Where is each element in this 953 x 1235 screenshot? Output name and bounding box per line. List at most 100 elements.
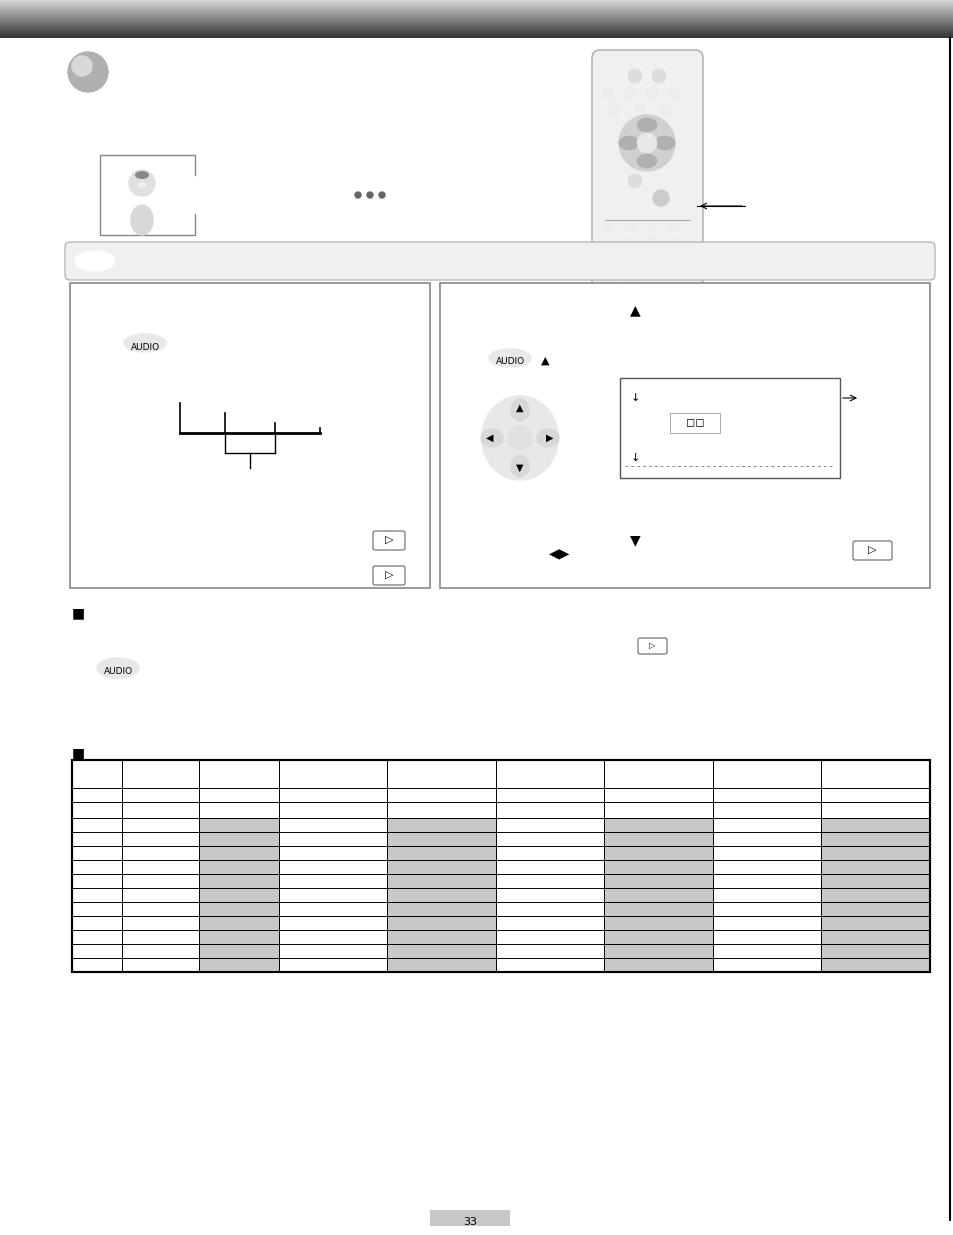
Text: AUDIO: AUDIO [495, 357, 524, 367]
FancyBboxPatch shape [592, 49, 702, 301]
Bar [199, 832, 278, 846]
Circle shape [601, 86, 614, 99]
Bar [387, 930, 496, 944]
Circle shape [378, 191, 385, 198]
Bar [821, 874, 929, 888]
Bar [199, 874, 278, 888]
Ellipse shape [655, 136, 675, 149]
Text: ▷: ▷ [867, 545, 876, 555]
Bar [604, 874, 712, 888]
Bar [821, 944, 929, 958]
Circle shape [651, 69, 665, 83]
Circle shape [602, 289, 613, 299]
Ellipse shape [481, 396, 558, 480]
Ellipse shape [618, 136, 639, 149]
Circle shape [355, 191, 360, 198]
Bar [821, 860, 929, 874]
Ellipse shape [230, 173, 299, 217]
Circle shape [602, 272, 613, 282]
Circle shape [623, 86, 636, 99]
FancyBboxPatch shape [638, 638, 666, 655]
Circle shape [645, 86, 658, 99]
Circle shape [627, 69, 641, 83]
Bar [604, 832, 712, 846]
Circle shape [607, 104, 619, 116]
Bar [821, 888, 929, 902]
Bar [387, 888, 496, 902]
Bar [387, 860, 496, 874]
Circle shape [602, 221, 613, 231]
Circle shape [624, 221, 635, 231]
Bar [199, 860, 278, 874]
Bar [387, 874, 496, 888]
Ellipse shape [117, 330, 172, 356]
Circle shape [618, 115, 675, 170]
Bar [387, 916, 496, 930]
FancyBboxPatch shape [65, 242, 934, 280]
Circle shape [624, 254, 635, 266]
Bar [199, 916, 278, 930]
FancyBboxPatch shape [373, 531, 405, 550]
Ellipse shape [537, 429, 558, 447]
FancyBboxPatch shape [373, 566, 405, 585]
Bar [604, 888, 712, 902]
Bar [619, 378, 840, 478]
Bar [604, 860, 712, 874]
Text: ▷: ▷ [384, 535, 393, 545]
Ellipse shape [280, 173, 350, 217]
Bar [669, 412, 720, 433]
Text: 33: 33 [462, 1216, 476, 1228]
FancyBboxPatch shape [852, 541, 891, 559]
Ellipse shape [482, 345, 537, 370]
Text: ■: ■ [71, 746, 85, 760]
Text: ▶: ▶ [546, 433, 553, 443]
Bar [439, 283, 929, 588]
Circle shape [667, 86, 679, 99]
Ellipse shape [124, 333, 166, 352]
Ellipse shape [511, 399, 529, 421]
Bar [199, 958, 278, 972]
Circle shape [646, 289, 657, 299]
Bar [70, 283, 430, 588]
Circle shape [602, 254, 613, 266]
Circle shape [627, 174, 641, 188]
Bar [71, 760, 929, 972]
Bar [100, 156, 194, 235]
Text: ▲: ▲ [516, 403, 523, 412]
Circle shape [668, 254, 679, 266]
Text: ▷: ▷ [384, 571, 393, 580]
Circle shape [637, 133, 657, 153]
Bar [199, 902, 278, 916]
Text: ↓: ↓ [630, 453, 639, 463]
Ellipse shape [131, 205, 152, 235]
Bar [199, 930, 278, 944]
Bar [387, 902, 496, 916]
Circle shape [668, 221, 679, 231]
Ellipse shape [138, 183, 146, 188]
Ellipse shape [75, 251, 115, 270]
Bar [604, 916, 712, 930]
Text: ◀▶: ◀▶ [549, 546, 570, 559]
Text: AUDIO: AUDIO [131, 342, 159, 352]
Bar [387, 846, 496, 860]
Bar [387, 944, 496, 958]
Bar [199, 846, 278, 860]
Bar [387, 818, 496, 832]
Ellipse shape [511, 454, 529, 477]
Text: ■: ■ [71, 606, 85, 620]
Ellipse shape [91, 655, 146, 682]
Bar [821, 832, 929, 846]
Circle shape [602, 238, 613, 248]
Ellipse shape [593, 768, 615, 781]
Bar [821, 846, 929, 860]
Circle shape [68, 52, 108, 91]
Bar [821, 902, 929, 916]
Circle shape [634, 104, 645, 116]
Circle shape [624, 238, 635, 248]
Text: ↓: ↓ [630, 393, 639, 403]
Circle shape [129, 170, 154, 196]
Bar [387, 958, 496, 972]
Bar [199, 888, 278, 902]
Bar [604, 944, 712, 958]
Ellipse shape [637, 119, 657, 132]
